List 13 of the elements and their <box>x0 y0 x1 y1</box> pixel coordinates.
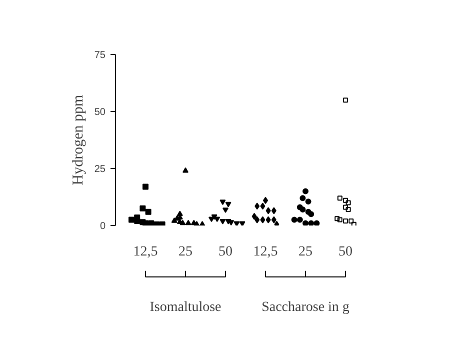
x-tick-label: 12,5 <box>133 244 158 260</box>
x-axis-title: Isomaltulose <box>150 300 222 315</box>
x-tick-label: 50 <box>218 244 232 260</box>
y-tick-label: 75 <box>94 50 106 61</box>
x-tick-label: 25 <box>298 244 312 260</box>
y-tick-label: 50 <box>94 107 106 118</box>
x-axis-title: Saccharose in g <box>262 300 350 315</box>
y-tick-label: 25 <box>94 164 106 175</box>
x-tick-label: 12,5 <box>253 244 278 260</box>
y-tick-label: 0 <box>100 221 106 232</box>
x-tick-label: 25 <box>178 244 192 260</box>
y-axis-title: Hydrogen ppm <box>70 94 86 186</box>
x-tick-label: 50 <box>338 244 352 260</box>
